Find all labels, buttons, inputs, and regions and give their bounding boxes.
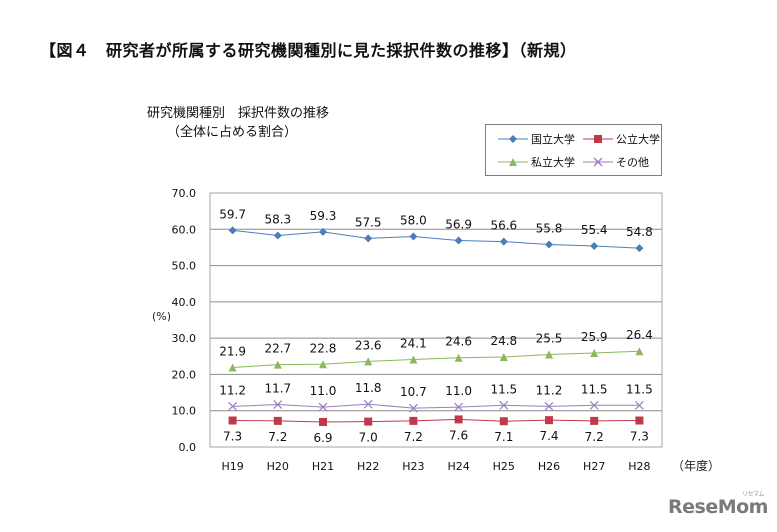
chart-title: 研究機関種別 採択件数の推移 [147, 106, 330, 121]
data-label: 56.6 [490, 219, 517, 233]
figure-title: 【図４ 研究者が所属する研究機関種別に見た採択件数の推移】（新規） [40, 41, 577, 60]
legend-item-public: 公立大学 [583, 131, 660, 147]
svg-text:70.0: 70.0 [172, 187, 197, 200]
data-label: 7.4 [539, 429, 558, 443]
svg-text:50.0: 50.0 [172, 260, 197, 273]
data-label: 7.2 [585, 430, 604, 444]
data-label: 58.0 [400, 214, 427, 228]
data-label: 59.7 [219, 207, 246, 221]
x-axis-tick-labels: H19 H20 H21 H22 H23 H24 H25 H26 H27 H28 [221, 460, 650, 473]
data-label: 22.7 [264, 342, 291, 356]
svg-text:H28: H28 [628, 460, 650, 473]
data-label: 7.1 [494, 430, 513, 444]
data-label: 59.3 [310, 209, 337, 223]
data-label: 7.2 [268, 430, 287, 444]
data-label: 7.2 [404, 430, 423, 444]
data-label: 24.1 [400, 337, 427, 351]
chart-legend: 国立大学 公立大学 私立大学 その他 [485, 124, 662, 176]
data-label: 25.9 [581, 330, 608, 344]
svg-text:H20: H20 [267, 460, 289, 473]
data-label: 11.8 [355, 381, 382, 395]
data-label: 54.8 [626, 225, 653, 239]
svg-text:H22: H22 [357, 460, 379, 473]
data-label: 56.9 [445, 218, 472, 232]
logo-kana: リセマム [741, 491, 765, 498]
svg-text:H19: H19 [221, 460, 243, 473]
data-label: 55.8 [536, 222, 563, 236]
series-1: 7.3 7.2 6.9 7.0 7.2 7.6 7.1 7.4 7.2 7.3 [223, 415, 649, 445]
legend-item-national: 国立大学 [498, 131, 575, 147]
data-label: 26.4 [626, 328, 653, 342]
data-label: 24.8 [490, 334, 517, 348]
data-label: 23.6 [355, 338, 382, 352]
legend-item-other: その他 [583, 154, 649, 170]
data-label: 24.6 [445, 335, 472, 349]
data-label: 11.5 [626, 382, 653, 396]
svg-text:H27: H27 [583, 460, 605, 473]
gridlines [209, 192, 663, 448]
data-label: 7.0 [359, 431, 378, 445]
x-axis-label: （年度） [672, 458, 720, 473]
y-axis-label: (%) [152, 310, 171, 323]
svg-text:0.0: 0.0 [179, 441, 197, 454]
x-marker-icon [583, 157, 613, 167]
data-label: 7.3 [630, 430, 649, 444]
svg-text:10.0: 10.0 [172, 405, 197, 418]
diamond-marker-icon [498, 135, 528, 143]
data-label: 57.5 [355, 215, 382, 229]
data-label: 7.3 [223, 430, 242, 444]
series-2: 21.9 22.7 22.8 23.6 24.1 24.6 24.8 25.5 25.9 26.4 [219, 328, 653, 372]
data-label: 11.7 [264, 382, 291, 396]
data-label: 11.2 [536, 383, 563, 397]
svg-text:H26: H26 [538, 460, 560, 473]
data-label: 11.0 [445, 384, 472, 398]
data-label: 11.2 [219, 383, 246, 397]
data-label: 7.6 [449, 428, 468, 442]
svg-text:H24: H24 [447, 460, 469, 473]
legend-label: その他 [616, 156, 649, 169]
resemom-logo: ReseMom リセマム [668, 491, 768, 518]
svg-text:20.0: 20.0 [172, 368, 197, 381]
legend-label: 私立大学 [531, 156, 575, 169]
data-label: 55.4 [581, 223, 608, 237]
svg-text:40.0: 40.0 [172, 296, 197, 309]
series-3: 11.2 11.7 11.0 11.8 10.7 11.0 11.5 11.2 11.5 11.5 [219, 381, 653, 413]
data-label: 6.9 [313, 431, 332, 445]
svg-text:H25: H25 [493, 460, 515, 473]
chart-subtitle: （全体に占める割合） [167, 125, 298, 140]
data-label: 58.3 [264, 212, 291, 226]
data-label: 21.9 [219, 345, 246, 359]
svg-text:30.0: 30.0 [172, 332, 197, 345]
logo-text: ReseMom [668, 496, 768, 518]
data-label: 11.5 [490, 382, 517, 396]
data-label: 10.7 [400, 385, 427, 399]
svg-text:60.0: 60.0 [172, 223, 197, 236]
triangle-marker-icon [498, 158, 528, 166]
svg-text:H23: H23 [402, 460, 424, 473]
y-axis-tick-labels: 0.0 10.0 20.0 30.0 40.0 50.0 60.0 70.0 [172, 187, 197, 454]
data-series: 59.7 58.3 59.3 57.5 58.0 56.9 56.6 55.8 55.4 54.8… [219, 207, 653, 445]
series-0: 59.7 58.3 59.3 57.5 58.0 56.9 56.6 55.8 55.4 54.8 [219, 207, 653, 253]
data-label: 25.5 [536, 331, 563, 345]
data-label: 11.0 [310, 384, 337, 398]
legend-label: 国立大学 [531, 133, 575, 146]
svg-text:H21: H21 [312, 460, 334, 473]
data-label: 11.5 [581, 382, 608, 396]
legend-label: 公立大学 [616, 133, 660, 146]
data-label: 22.8 [310, 341, 337, 355]
legend-item-private: 私立大学 [498, 154, 575, 170]
square-marker-icon [583, 135, 613, 143]
